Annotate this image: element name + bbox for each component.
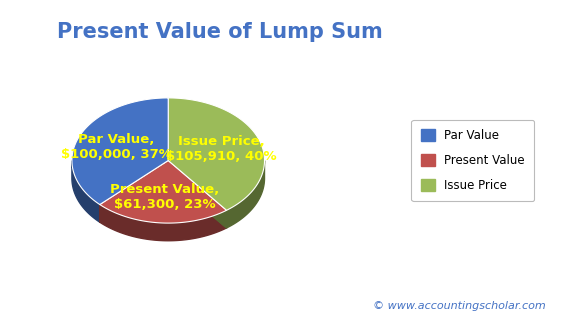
Polygon shape (100, 204, 226, 241)
Polygon shape (100, 160, 168, 222)
Polygon shape (168, 160, 226, 228)
Polygon shape (100, 160, 226, 223)
Text: Par Value,
$100,000, 37%: Par Value, $100,000, 37% (61, 133, 172, 160)
Polygon shape (72, 98, 168, 204)
Polygon shape (72, 161, 100, 222)
Text: © www.accountingscholar.com: © www.accountingscholar.com (373, 301, 546, 311)
Text: Issue Price,
$105,910, 40%: Issue Price, $105,910, 40% (166, 135, 276, 163)
Polygon shape (168, 160, 226, 228)
Polygon shape (100, 160, 168, 222)
Polygon shape (226, 160, 265, 228)
Text: Present Value,
$61,300, 23%: Present Value, $61,300, 23% (110, 183, 219, 211)
Legend: Par Value, Present Value, Issue Price: Par Value, Present Value, Issue Price (411, 120, 534, 201)
Polygon shape (168, 98, 265, 210)
Text: Present Value of Lump Sum: Present Value of Lump Sum (57, 22, 382, 42)
